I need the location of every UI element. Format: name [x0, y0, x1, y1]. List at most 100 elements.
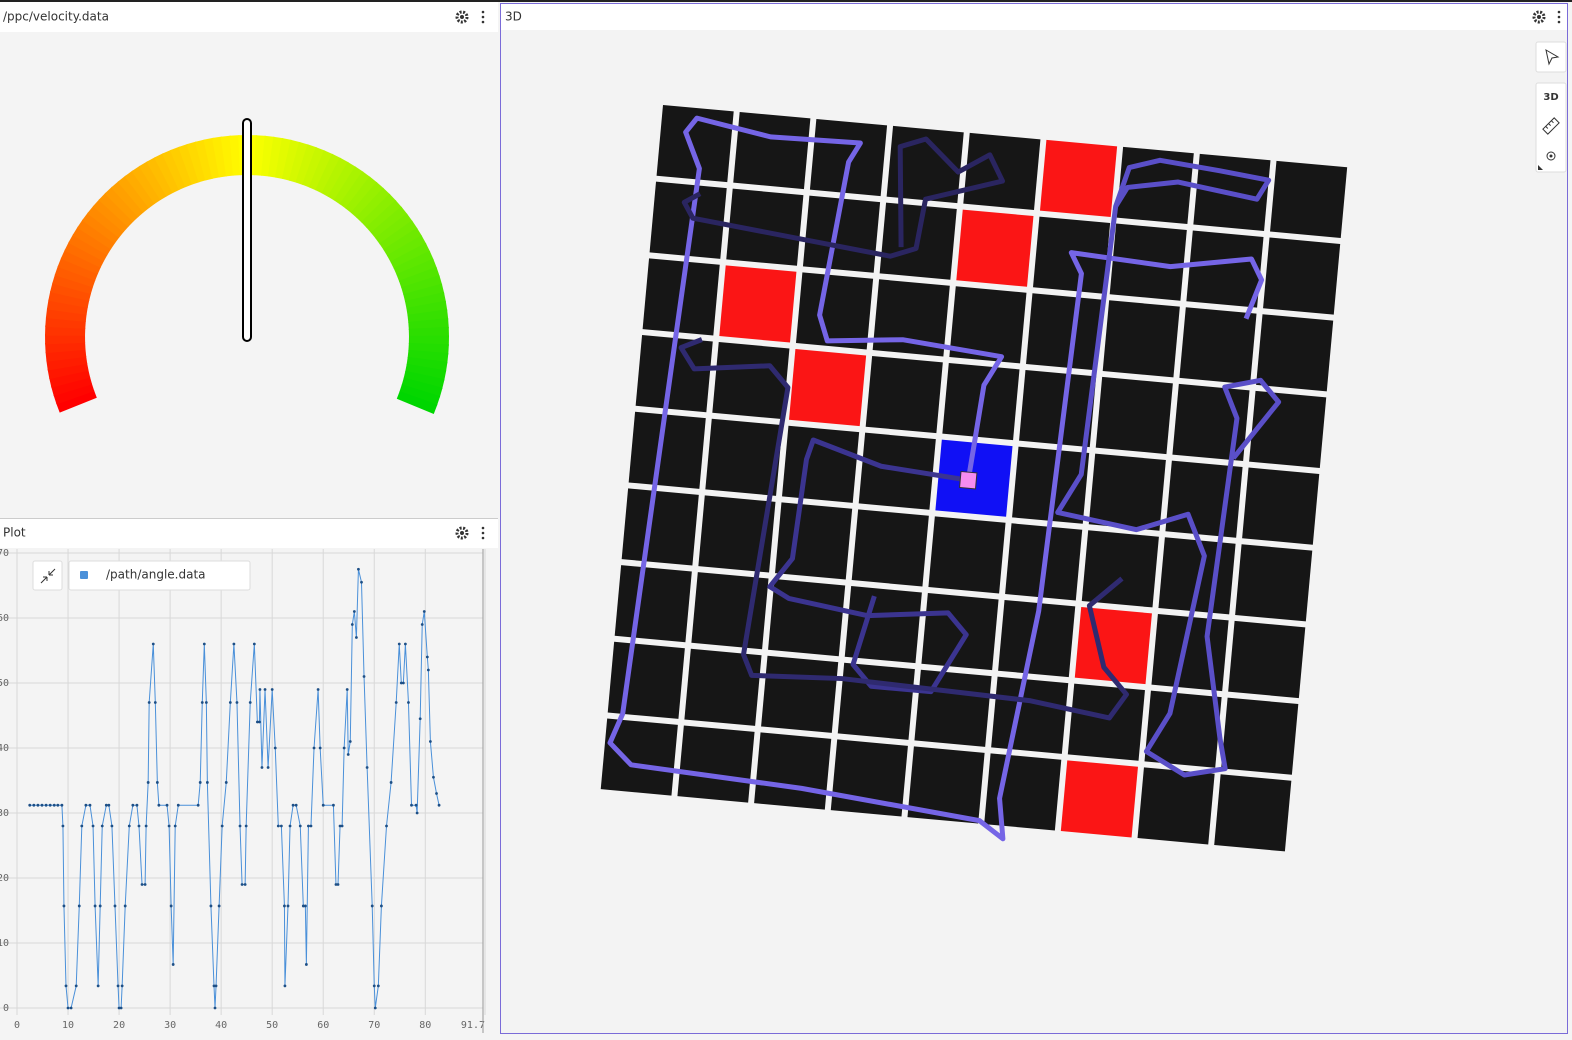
x-tick-label: 80	[419, 1020, 431, 1031]
settings-icon[interactable]	[1532, 10, 1546, 24]
data-point	[294, 803, 298, 807]
gauge-segment	[404, 292, 446, 309]
trajectory	[681, 136, 1006, 259]
floor-tile	[1102, 300, 1180, 378]
data-point	[342, 746, 346, 750]
gauge-segment	[131, 165, 162, 205]
data-point	[263, 688, 267, 691]
gauge	[45, 118, 449, 414]
floor-tile	[712, 342, 790, 420]
panel-header	[501, 4, 1567, 30]
data-point	[144, 824, 148, 828]
select-button[interactable]	[1535, 41, 1567, 73]
y-tick-label: 30	[0, 808, 9, 819]
gauge-segment	[408, 318, 449, 330]
floor-tile	[635, 335, 713, 413]
gauge-segment	[98, 192, 134, 228]
floor-tile	[1074, 606, 1152, 685]
data-point	[140, 883, 144, 886]
gauge-segment	[138, 161, 168, 201]
y-tick-label: 60	[0, 613, 9, 624]
gauge-segment	[315, 153, 342, 194]
data-point	[157, 803, 161, 807]
mode-button[interactable]: 3D	[1543, 92, 1558, 103]
gauge-segment	[50, 282, 92, 301]
gauge-segment	[53, 383, 95, 405]
data-point	[410, 803, 413, 807]
floor-tile	[928, 516, 1006, 594]
data-point	[244, 824, 248, 828]
data-point	[213, 1006, 217, 1010]
floor-tile	[628, 411, 706, 489]
data-point	[117, 1006, 121, 1010]
data-point	[394, 701, 398, 704]
data-point	[243, 883, 247, 886]
data-point	[80, 824, 84, 828]
data-point	[407, 701, 410, 704]
data-point	[316, 688, 320, 691]
floor-tile	[1081, 530, 1159, 608]
panel-header	[0, 2, 498, 32]
gauge-segment	[386, 235, 427, 263]
data-point	[48, 803, 52, 807]
gauge-segment	[47, 362, 89, 380]
data-point	[354, 636, 358, 639]
floor-tile	[1095, 376, 1173, 455]
data-point	[173, 824, 177, 828]
data-point	[69, 1006, 73, 1010]
floor-tile	[1019, 369, 1097, 448]
data-point	[200, 701, 204, 704]
gauge-segment	[104, 186, 139, 223]
data-point	[418, 717, 422, 721]
settings-icon[interactable]	[455, 526, 469, 540]
menu-icon[interactable]	[481, 10, 485, 24]
gauge-segment	[390, 242, 431, 269]
floor-tile	[837, 662, 915, 740]
data-point	[345, 688, 349, 691]
ruler-button[interactable]	[1542, 117, 1560, 135]
floor-tile	[1144, 690, 1222, 768]
data-point	[283, 904, 286, 908]
data-point	[389, 781, 393, 784]
settings-icon[interactable]	[455, 10, 469, 24]
gauge-segment	[308, 150, 334, 191]
gauge-segment	[406, 300, 448, 316]
gauge-segment	[170, 146, 193, 188]
gauge-segment	[405, 363, 447, 381]
data-point	[224, 781, 228, 784]
gauge-segment	[45, 334, 86, 345]
data-point	[98, 904, 102, 908]
gauge-segment	[302, 147, 326, 188]
menu-icon[interactable]	[1557, 10, 1561, 24]
menu-icon[interactable]	[481, 526, 485, 540]
panel-title: 3D	[505, 10, 522, 24]
floor-tile	[984, 753, 1062, 831]
data-point	[258, 720, 261, 724]
publish-button[interactable]	[1546, 151, 1556, 161]
floor-tile	[963, 132, 1041, 211]
floor-tile	[851, 509, 929, 587]
gauge-segment	[154, 153, 180, 194]
gauge-segment	[403, 370, 445, 390]
data-point	[44, 803, 48, 807]
gauge-segment	[356, 187, 391, 223]
data-point	[232, 642, 236, 646]
collapse-icon	[40, 568, 56, 584]
collapse-button[interactable]	[32, 560, 63, 591]
data-point	[288, 824, 292, 828]
data-point	[397, 642, 401, 646]
floor-tile	[1228, 620, 1306, 699]
gauge-segment	[406, 356, 448, 372]
data-point	[176, 803, 180, 807]
floor-tile	[614, 565, 692, 643]
gauge-segment	[45, 341, 86, 354]
data-point	[113, 904, 117, 908]
data-point	[96, 984, 100, 988]
floor-tile	[600, 718, 678, 796]
data-point	[28, 803, 32, 807]
legend-label[interactable]: /path/angle.data	[106, 568, 206, 582]
gauge-segment	[49, 369, 91, 388]
data-point	[360, 580, 363, 584]
floor-tile	[1067, 683, 1145, 761]
